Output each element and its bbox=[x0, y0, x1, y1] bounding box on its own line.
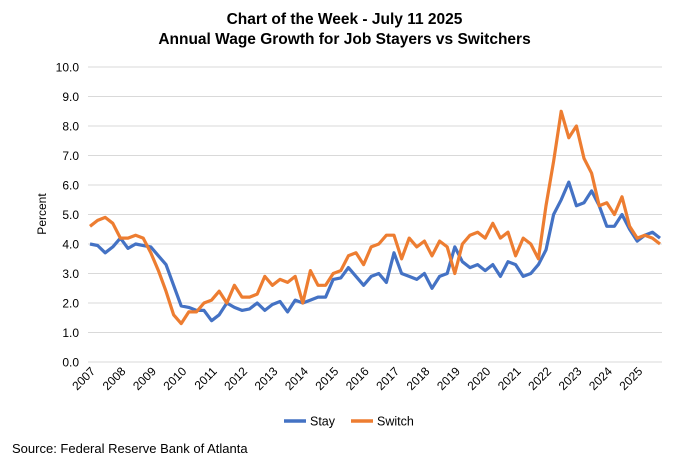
x-tick-label: 2022 bbox=[525, 364, 554, 393]
y-tick-label: 3.0 bbox=[62, 267, 79, 281]
y-tick-label: 10.0 bbox=[56, 61, 80, 75]
x-tick-label: 2008 bbox=[100, 364, 129, 393]
x-tick-label: 2018 bbox=[404, 364, 433, 393]
y-tick-label: 8.0 bbox=[62, 120, 79, 134]
y-tick-label: 4.0 bbox=[62, 238, 79, 252]
y-tick-label: 1.0 bbox=[62, 326, 79, 340]
chart-title: Chart of the Week - July 11 2025 bbox=[226, 11, 463, 28]
y-tick-label: 5.0 bbox=[62, 208, 79, 222]
x-tick-label: 2024 bbox=[586, 364, 615, 393]
series-line-switch bbox=[89, 109, 661, 326]
source-note: Source: Federal Reserve Bank of Atlanta bbox=[12, 441, 248, 456]
x-tick-label: 2021 bbox=[495, 364, 524, 393]
x-tick-label: 2019 bbox=[434, 364, 463, 393]
series-line-stay bbox=[89, 180, 661, 323]
x-tick-label: 2016 bbox=[343, 364, 372, 393]
x-tick-label: 2015 bbox=[313, 364, 342, 393]
x-tick-label: 2012 bbox=[221, 364, 250, 393]
chart-subtitle: Annual Wage Growth for Job Stayers vs Sw… bbox=[158, 31, 531, 48]
y-tick-label: 7.0 bbox=[62, 149, 79, 163]
y-tick-label: 6.0 bbox=[62, 179, 79, 193]
legend-label-switch: Switch bbox=[377, 415, 414, 429]
y-tick-label: 9.0 bbox=[62, 90, 79, 104]
x-tick-label: 2017 bbox=[373, 364, 402, 393]
legend-label-stay: Stay bbox=[310, 415, 336, 429]
x-tick-label: 2020 bbox=[465, 364, 494, 393]
y-tick-label: 2.0 bbox=[62, 297, 79, 311]
x-tick-label: 2013 bbox=[252, 364, 281, 393]
x-tick-label: 2010 bbox=[161, 364, 190, 393]
x-tick-label: 2014 bbox=[282, 364, 311, 393]
x-tick-label: 2023 bbox=[556, 364, 585, 393]
x-tick-label: 2011 bbox=[192, 364, 220, 392]
y-tick-label: 0.0 bbox=[62, 356, 79, 370]
x-tick-label: 2009 bbox=[130, 364, 159, 393]
x-tick-label: 2025 bbox=[617, 364, 646, 393]
y-axis-label: Percent bbox=[35, 193, 49, 235]
